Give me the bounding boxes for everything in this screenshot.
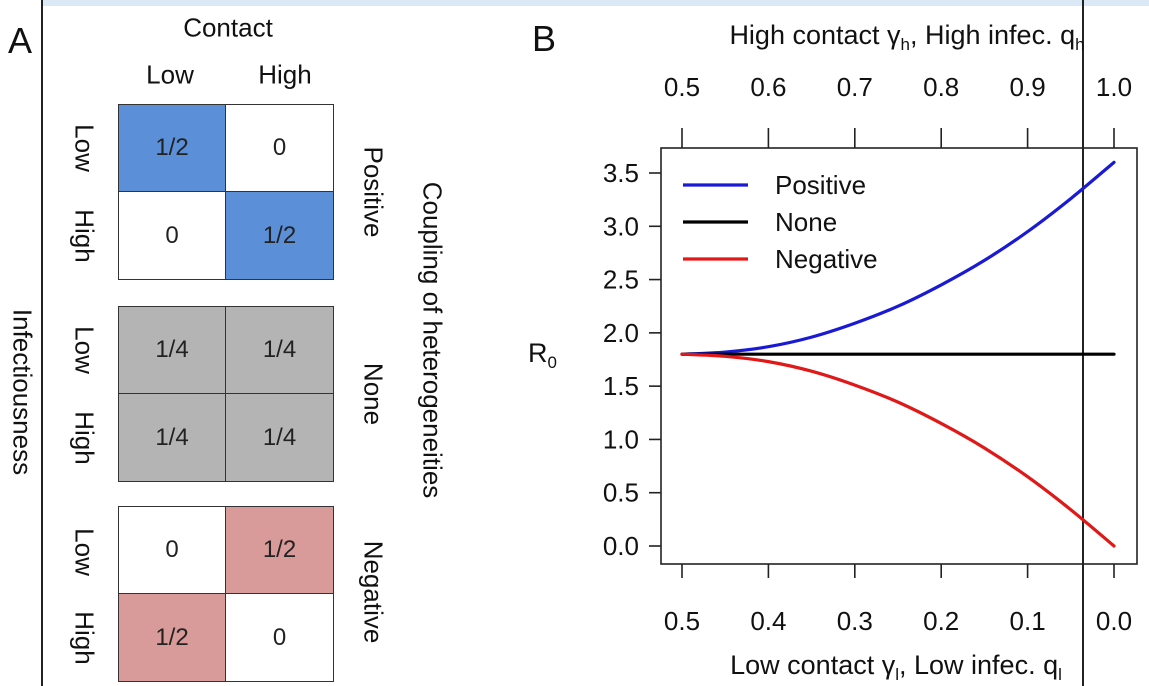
- y-tick-label: 3.0: [603, 211, 639, 241]
- x-bottom-tick-label: 0.5: [664, 606, 700, 636]
- bottom-axis-title: Low contact γl, Low infec. ql: [730, 650, 1062, 684]
- y-axis-title: R0: [528, 338, 557, 372]
- y-tick-label: 2.5: [603, 265, 639, 295]
- x-bottom-tick-label: 0.4: [750, 606, 786, 636]
- y-tick-label: 0.0: [603, 531, 639, 561]
- x-top-tick-label: 0.9: [1010, 72, 1046, 102]
- legend-label: Positive: [775, 170, 866, 200]
- x-top-tick-label: 0.8: [923, 72, 959, 102]
- y-tick-label: 2.0: [603, 318, 639, 348]
- y-tick-label: 1.5: [603, 371, 639, 401]
- x-top-tick-label: 0.5: [664, 72, 700, 102]
- x-bottom-tick-label: 0.3: [837, 606, 873, 636]
- x-bottom-tick-label: 0.0: [1096, 606, 1132, 636]
- legend-label: Negative: [775, 244, 878, 274]
- top-axis-title: High contact γh, High infec. qh: [729, 20, 1084, 54]
- legend-label: None: [775, 207, 837, 237]
- y-tick-label: 3.5: [603, 158, 639, 188]
- x-bottom-tick-label: 0.2: [923, 606, 959, 636]
- series-line-negative: [682, 354, 1114, 546]
- x-top-tick-label: 0.6: [750, 72, 786, 102]
- x-bottom-tick-label: 0.1: [1010, 606, 1046, 636]
- x-top-tick-label: 0.7: [837, 72, 873, 102]
- y-tick-label: 1.0: [603, 424, 639, 454]
- y-tick-label: 0.5: [603, 478, 639, 508]
- x-top-tick-label: 1.0: [1096, 72, 1132, 102]
